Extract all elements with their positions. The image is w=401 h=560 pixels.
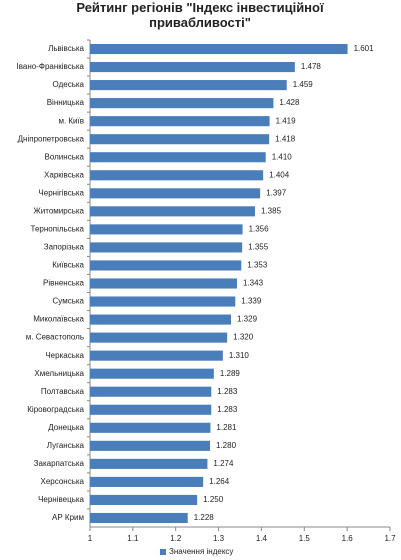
bar [90, 224, 243, 235]
y-tick-label: Івано-Франківська [17, 62, 85, 71]
y-tick-label: Львівська [48, 44, 84, 53]
y-tick-label: Тернопільська [31, 224, 85, 233]
bar [90, 494, 198, 505]
value-label: 1.410 [272, 152, 293, 161]
y-tick-label: Луганська [47, 441, 85, 450]
bar [90, 260, 242, 271]
y-tick-label: Рівненська [43, 279, 84, 288]
bar [90, 512, 188, 524]
bar [90, 368, 214, 379]
y-tick-label: АР Крим [52, 513, 84, 522]
bar [90, 440, 210, 451]
y-tick-label: м. Севастополь [26, 333, 84, 342]
value-label: 1.320 [233, 333, 254, 342]
x-tick-label: 1.7 [384, 534, 396, 543]
legend-swatch [160, 549, 166, 555]
bar [90, 242, 243, 253]
bar [90, 152, 266, 163]
x-tick-label: 1.6 [342, 534, 354, 543]
x-tick-label: 1.4 [256, 534, 268, 543]
value-label: 1.478 [301, 62, 322, 71]
legend-label: Значення індексу [169, 547, 233, 556]
y-tick-label: Кіровоградська [27, 405, 84, 414]
value-label: 1.281 [216, 423, 237, 432]
y-tick-label: Полтавська [41, 387, 85, 396]
y-tick-label: Закарпатська [34, 459, 85, 468]
value-label: 1.356 [249, 224, 270, 233]
bar [90, 134, 270, 145]
y-tick-label: Харківська [44, 170, 85, 179]
bar [90, 43, 348, 55]
bar [90, 386, 212, 397]
bar [90, 80, 287, 91]
bar [90, 170, 264, 181]
y-tick-label: Миколаївська [33, 315, 84, 324]
y-tick-label: Хмельницька [34, 369, 84, 378]
bar [90, 458, 208, 469]
y-tick-label: Сумська [53, 297, 85, 306]
value-label: 1.419 [276, 116, 297, 125]
value-label: 1.280 [216, 441, 237, 450]
x-tick-label: 1.2 [170, 534, 182, 543]
value-label: 1.250 [203, 495, 224, 504]
value-label: 1.310 [229, 351, 250, 360]
bar [90, 404, 212, 415]
value-label: 1.459 [293, 80, 314, 89]
bar [90, 206, 255, 217]
y-tick-label: Чернівецька [38, 495, 84, 504]
y-tick-label: Київська [52, 261, 84, 270]
value-label: 1.601 [354, 44, 375, 53]
value-label: 1.283 [217, 387, 238, 396]
bar [90, 332, 228, 343]
bar [90, 278, 237, 289]
value-label: 1.343 [243, 279, 264, 288]
chart-title: Рейтинг регіонів "Індекс інвестиційної п… [76, 0, 324, 30]
y-tick-label: Донецька [48, 423, 84, 432]
value-label: 1.355 [248, 243, 269, 252]
y-tick-label: Дніпропетровська [18, 134, 85, 143]
y-tick-label: Вінницька [47, 98, 85, 107]
y-tick-label: Волинська [45, 152, 85, 161]
y-tick-label: Херсонська [41, 477, 85, 486]
value-label: 1.228 [194, 513, 215, 522]
bar [90, 476, 204, 487]
value-label: 1.329 [237, 315, 258, 324]
bar [90, 314, 231, 325]
x-tick-label: 1.3 [213, 534, 225, 543]
y-tick-label: м. Київ [58, 116, 84, 125]
bar [90, 422, 211, 433]
value-label: 1.418 [275, 134, 296, 143]
x-tick-label: 1 [88, 534, 93, 543]
value-label: 1.289 [220, 369, 241, 378]
y-tick-label: Одеська [53, 80, 85, 89]
value-label: 1.353 [247, 261, 268, 270]
value-label: 1.385 [261, 206, 282, 215]
bar [90, 188, 261, 199]
x-tick-label: 1.5 [299, 534, 311, 543]
y-tick-label: Черкаська [45, 351, 84, 360]
value-label: 1.428 [279, 98, 300, 107]
value-label: 1.339 [241, 297, 262, 306]
bar [90, 116, 270, 127]
value-label: 1.404 [269, 170, 290, 179]
y-tick-label: Житомирська [33, 206, 84, 215]
bar [90, 350, 223, 361]
bar [90, 98, 274, 109]
x-tick-label: 1.1 [127, 534, 139, 543]
bar [90, 296, 236, 307]
value-label: 1.283 [217, 405, 238, 414]
value-label: 1.274 [213, 459, 234, 468]
value-label: 1.397 [266, 188, 287, 197]
y-tick-label: Запорізька [44, 243, 85, 252]
value-label: 1.264 [209, 477, 230, 486]
bar [90, 62, 295, 73]
y-tick-label: Чернігівська [38, 188, 84, 197]
